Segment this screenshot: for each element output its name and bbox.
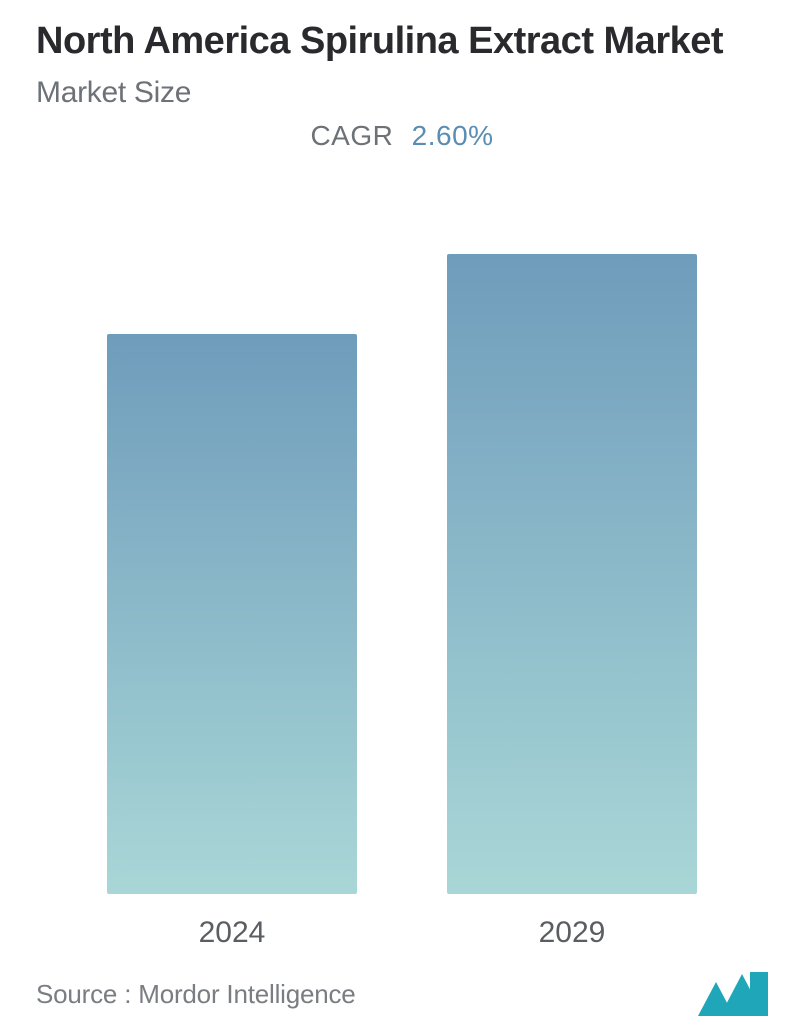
- bar-chart: 2024 2029: [36, 152, 768, 959]
- bar-label: 2024: [199, 916, 266, 958]
- bar-wrap: 2024: [107, 192, 357, 959]
- cagr-value: 2.60%: [412, 120, 494, 151]
- bar: [107, 334, 357, 894]
- bar-label: 2029: [539, 916, 606, 958]
- source-text: Source : Mordor Intelligence: [36, 979, 356, 1010]
- cagr-label: CAGR: [310, 120, 393, 151]
- page-subtitle: Market Size: [36, 76, 768, 110]
- cagr-row: CAGR 2.60%: [36, 120, 768, 152]
- brand-logo-icon: [698, 972, 768, 1016]
- bar-wrap: 2029: [447, 192, 697, 959]
- bar: [447, 254, 697, 894]
- page-title: North America Spirulina Extract Market: [36, 18, 768, 66]
- footer: Source : Mordor Intelligence: [36, 958, 768, 1016]
- chart-container: North America Spirulina Extract Market M…: [0, 0, 796, 1034]
